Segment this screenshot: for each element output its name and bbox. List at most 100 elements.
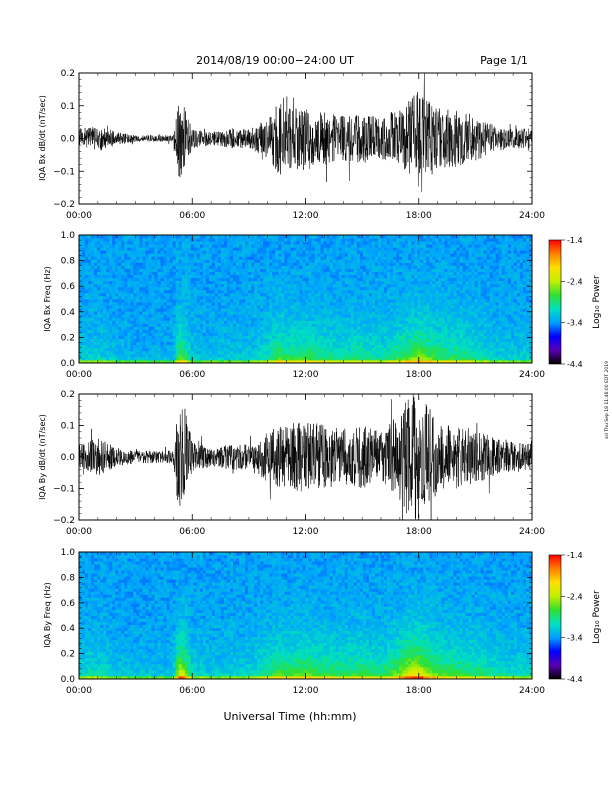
spectrogram-cell	[142, 274, 146, 279]
spectrogram-cell	[341, 320, 346, 324]
spectrogram-cell	[377, 247, 382, 251]
spectrogram-cell	[350, 247, 355, 251]
spectrogram-cell	[411, 329, 415, 333]
spectrogram-cell	[335, 308, 340, 312]
spectrogram-cell	[85, 329, 89, 333]
spectrogram-cell	[335, 268, 340, 272]
spectrogram-cell	[214, 268, 219, 272]
spectrogram-cell	[118, 320, 122, 324]
spectrogram-cell	[109, 332, 113, 336]
spectrogram-cell	[272, 259, 276, 263]
spectrogram-cell	[350, 271, 355, 276]
spectrogram-cell	[356, 350, 361, 355]
spectrogram-cell	[236, 262, 240, 266]
spectrogram-cell	[350, 299, 355, 303]
spectrogram-cell	[88, 335, 92, 340]
spectrogram-cell	[254, 341, 258, 346]
spectrogram-cell	[356, 347, 361, 352]
spectrogram-cell	[175, 344, 180, 349]
spectrogram-cell	[365, 338, 370, 343]
spectrogram-cell	[130, 283, 134, 288]
spectrogram-cell	[317, 338, 321, 343]
spectrogram-cell	[130, 247, 134, 251]
spectrogram-cell	[323, 283, 328, 288]
spectrogram-cell	[112, 341, 116, 346]
spectrogram-cell	[278, 359, 282, 364]
spectrogram-cell	[251, 256, 255, 260]
spectrogram-cell	[411, 265, 415, 269]
spectrogram-cell	[272, 323, 276, 327]
spectrogram-cell	[169, 259, 174, 263]
spectrogram-cell	[335, 338, 340, 343]
spectrogram-cell	[79, 299, 83, 303]
spectrogram-cell	[236, 356, 240, 361]
spectrogram-cell	[414, 335, 418, 340]
spectrogram-cell	[148, 292, 152, 297]
spectrogram-cell	[396, 329, 400, 333]
spectrogram-cell	[242, 259, 246, 263]
spectrogram-cell	[248, 317, 252, 321]
spectrogram-cell	[208, 280, 213, 285]
spectrogram-cell	[130, 262, 134, 266]
spectrogram-cell	[341, 259, 346, 263]
spectrogram-cell	[163, 305, 167, 309]
spectrogram-cell	[211, 323, 216, 327]
spectrogram-cell	[402, 305, 406, 309]
spectrogram-cell	[323, 350, 328, 355]
spectrogram-cell	[311, 335, 315, 340]
spectrogram-cell	[223, 335, 228, 340]
spectrogram-cell	[335, 335, 340, 340]
spectrogram-cell	[82, 314, 86, 318]
spectrogram-cell	[335, 323, 340, 327]
spectrogram-cell	[242, 295, 246, 300]
spectrogram-cell	[248, 241, 252, 245]
spectrogram-cell	[314, 295, 318, 300]
spectrogram-cell	[88, 326, 92, 330]
spectrogram-cell	[414, 274, 418, 279]
spectrogram-cell	[290, 295, 294, 300]
spectrogram-cell	[103, 341, 107, 346]
spectrogram-cell	[202, 353, 207, 358]
spectrogram-cell	[187, 332, 192, 336]
spectrogram-cell	[233, 283, 237, 288]
spectrogram-cell	[82, 271, 86, 276]
spectrogram-cell	[257, 335, 261, 340]
spectrogram-cell	[145, 259, 149, 263]
spectrogram-cell	[350, 308, 355, 312]
spectrogram-cell	[347, 344, 352, 349]
spectrogram-cell	[308, 244, 312, 248]
spectrogram-cell	[287, 347, 291, 352]
spectrogram-cell	[399, 271, 403, 276]
spectrogram-cell	[405, 268, 409, 272]
spectrogram-cell	[178, 341, 183, 346]
spectrogram-cell	[263, 311, 267, 315]
spectrogram-cell	[362, 238, 367, 242]
spectrogram-cell	[154, 259, 158, 263]
spectrogram-cell	[260, 292, 264, 297]
spectrogram-cell	[329, 317, 334, 321]
spectrogram-cell	[172, 353, 177, 358]
spectrogram-cell	[275, 350, 279, 355]
spectrogram-cell	[115, 265, 119, 269]
spectrogram-cell	[211, 292, 216, 297]
spectrogram-cell	[350, 238, 355, 242]
spectrogram-cell	[248, 277, 252, 282]
spectrogram-cell	[148, 283, 152, 288]
spectrogram-cell	[88, 280, 92, 285]
spectrogram-cell	[257, 244, 261, 248]
spectrogram-cell	[353, 353, 358, 358]
spectrogram-cell	[411, 341, 415, 346]
spectrogram-cell	[338, 238, 343, 242]
spectrogram-cell	[399, 341, 403, 346]
spectrogram-cell	[302, 286, 306, 291]
spectrogram-cell	[320, 314, 325, 318]
spectrogram-cell	[269, 265, 273, 269]
spectrogram-cell	[145, 359, 149, 364]
spectrogram-cell	[220, 314, 225, 318]
spectrogram-cell	[248, 356, 252, 361]
spectrogram-cell	[214, 247, 219, 251]
spectrogram-cell	[341, 271, 346, 276]
spectrogram-cell	[332, 262, 337, 266]
spectrogram-cell	[145, 347, 149, 352]
spectrogram-cell	[423, 323, 427, 327]
